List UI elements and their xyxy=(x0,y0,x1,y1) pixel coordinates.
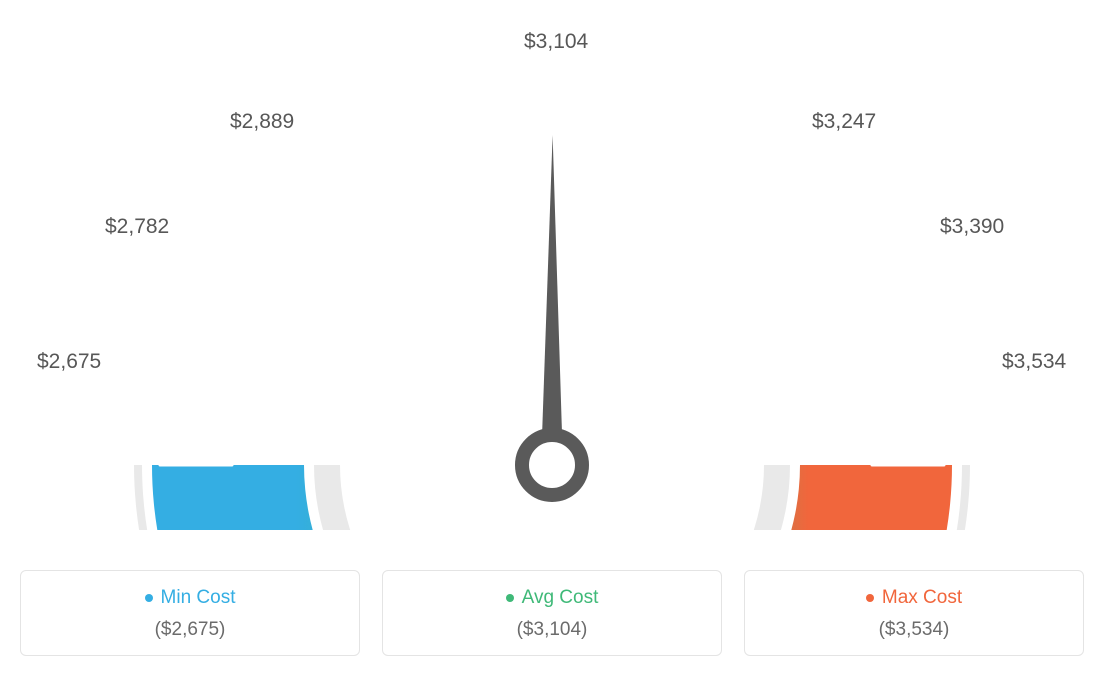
gauge-tick-label: $2,889 xyxy=(230,110,294,134)
dot-icon xyxy=(506,594,514,602)
max-cost-card: Max Cost ($3,534) xyxy=(744,570,1084,656)
max-cost-label: Max Cost xyxy=(882,587,962,609)
min-cost-value: ($2,675) xyxy=(31,619,349,641)
gauge-tick-label: $2,782 xyxy=(105,215,169,239)
gauge-tick-label: $2,675 xyxy=(37,350,101,374)
max-cost-value: ($3,534) xyxy=(755,619,1073,641)
gauge-tick-label: $3,534 xyxy=(1002,350,1066,374)
avg-cost-value: ($3,104) xyxy=(393,619,711,641)
min-cost-card: Min Cost ($2,675) xyxy=(20,570,360,656)
avg-cost-card: Avg Cost ($3,104) xyxy=(382,570,722,656)
gauge-tick-label: $3,390 xyxy=(940,215,1004,239)
dot-icon xyxy=(866,594,874,602)
avg-cost-label: Avg Cost xyxy=(522,587,599,609)
dot-icon xyxy=(145,594,153,602)
gauge-svg xyxy=(72,20,1032,530)
summary-cards: Min Cost ($2,675) Avg Cost ($3,104) Max … xyxy=(20,570,1084,656)
gauge-chart: $2,675 $2,782 $2,889 $3,104 $3,247 $3,390 $3,5… xyxy=(20,20,1084,560)
gauge-tick-label: $3,104 xyxy=(524,30,588,54)
min-cost-label: Min Cost xyxy=(161,587,236,609)
gauge-tick-label: $3,247 xyxy=(812,110,876,134)
